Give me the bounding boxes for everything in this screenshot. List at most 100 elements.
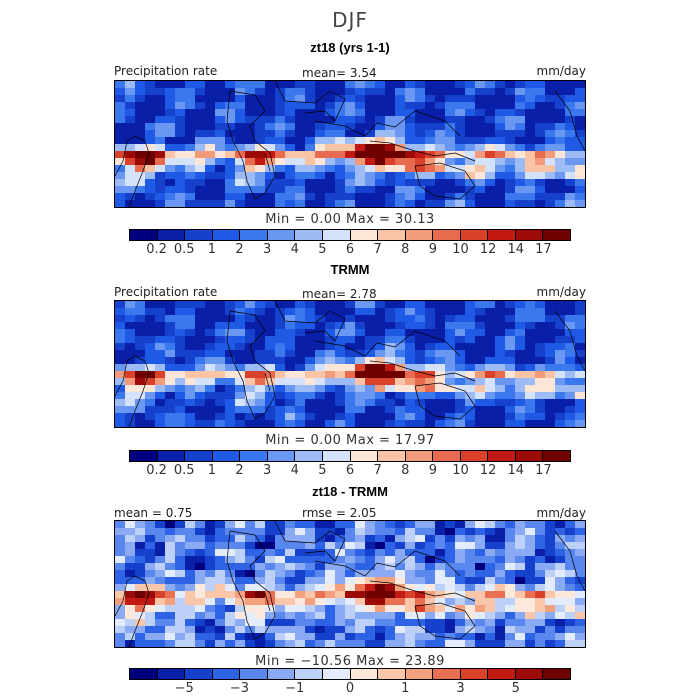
colorbar-tick-label: 6 [345,463,355,478]
panel-2-units-label: mm/day [536,285,587,299]
colorbar-swatch [212,669,241,679]
panel-2-mean-label: mean= 2.78 [302,287,377,301]
colorbar-swatch [130,230,158,240]
panel-2-field [115,301,585,427]
colorbar-swatch [267,451,296,461]
panel-2-colorbar [129,450,571,462]
colorbar-tick-label: 7 [373,242,382,257]
colorbar-swatch [378,669,406,679]
panel-3-units-label: mm/day [536,506,587,520]
colorbar-swatch [543,230,570,240]
panel-1-units-label: mm/day [536,64,587,78]
colorbar-tick-label: 14 [507,463,525,478]
colorbar-tick-label: 0 [345,681,355,696]
colorbar-swatch [212,451,241,461]
colorbar-tick-label: −1 [285,681,305,696]
panel-3-field [115,521,585,647]
colorbar-swatch [322,451,351,461]
colorbar-tick-label: 1 [401,681,410,696]
panel-1-minmax: Min = 0.00 Max = 30.13 [265,212,435,227]
colorbar-tick-label: 5 [318,242,327,257]
colorbar-tick-label: 2 [235,463,244,478]
panel-1-mean-label: mean= 3.54 [302,66,377,80]
colorbar-tick-label: 2 [235,242,244,257]
colorbar-swatch [543,669,570,679]
colorbar-swatch [267,230,296,240]
panel-3-mean-label: mean = 0.75 [114,506,193,520]
colorbar-tick-label: 17 [535,242,552,257]
panel-2-colorbar-ticks: 0.2 0.5 1 2 3 4 5 6 7 8 9 10 12 14 17 [129,463,571,479]
colorbar-swatch [240,230,268,240]
panel-1-colorbar-ticks: 0.2 0.5 1 2 3 4 5 6 7 8 9 10 12 14 17 [129,242,571,258]
colorbar-tick-label: 1 [207,463,217,478]
colorbar-swatch [267,669,296,679]
colorbar-swatch [488,451,516,461]
colorbar-swatch [405,669,434,679]
panel-3-colorbar-ticks: −5 −3 −1 0 1 3 5 [129,681,571,697]
panel-2-variable-label: Precipitation rate [114,285,218,299]
colorbar-tick-label: 4 [290,463,299,478]
colorbar-swatch [378,230,406,240]
colorbar-swatch [130,669,158,679]
panel-1-colorbar [129,229,571,241]
colorbar-tick-label: 4 [290,242,299,257]
panel-3-colorbar [129,668,571,680]
colorbar-swatch [515,230,544,240]
colorbar-swatch [433,451,461,461]
colorbar-tick-label: 10 [452,242,469,257]
colorbar-tick-label: −5 [174,681,194,696]
colorbar-swatch [433,230,461,240]
colorbar-tick-label: 3 [456,681,465,696]
colorbar-tick-label: 9 [428,463,438,478]
panel-1-variable-label: Precipitation rate [114,64,218,78]
colorbar-tick-label: 0.2 [146,463,167,478]
colorbar-swatch [185,669,213,679]
panel-3-map [114,520,586,648]
panel-3-title: zt18 - TRMM [312,484,388,499]
colorbar-swatch [157,451,186,461]
colorbar-tick-label: 9 [428,242,438,257]
colorbar-swatch [157,669,186,679]
colorbar-swatch [488,669,516,679]
colorbar-tick-label: 8 [401,463,410,478]
panel-2-map [114,300,586,428]
colorbar-swatch [295,669,323,679]
colorbar-swatch [157,230,186,240]
colorbar-tick-label: 12 [479,242,497,257]
colorbar-swatch [130,451,158,461]
colorbar-swatch [460,669,489,679]
colorbar-swatch [515,451,544,461]
panel-1-field [115,81,585,207]
panel-2-minmax: Min = 0.00 Max = 17.97 [265,433,435,448]
colorbar-tick-label: −3 [229,681,250,696]
colorbar-swatch [350,230,379,240]
panel-3-minmax: Min = −10.56 Max = 23.89 [255,654,445,669]
colorbar-tick-label: 3 [262,463,272,478]
colorbar-tick-label: 6 [345,242,355,257]
colorbar-swatch [405,230,434,240]
colorbar-swatch [212,230,241,240]
colorbar-tick-label: 5 [511,681,520,696]
colorbar-tick-label: 5 [318,463,327,478]
colorbar-swatch [460,451,489,461]
colorbar-swatch [295,230,323,240]
season-title: DJF [332,8,368,32]
colorbar-swatch [240,451,268,461]
colorbar-tick-label: 8 [401,242,410,257]
panel-1-title: zt18 (yrs 1-1) [310,40,390,55]
colorbar-swatch [433,669,461,679]
colorbar-tick-label: 12 [479,463,497,478]
colorbar-tick-label: 0.2 [146,242,167,257]
colorbar-swatch [295,451,323,461]
colorbar-tick-label: 10 [452,463,469,478]
colorbar-tick-label: 1 [207,242,217,257]
colorbar-swatch [322,230,351,240]
panel-3-rmse-label: rmse = 2.05 [302,506,377,520]
colorbar-swatch [240,669,268,679]
colorbar-tick-label: 0.5 [173,242,195,257]
colorbar-swatch [322,669,351,679]
colorbar-swatch [185,230,213,240]
colorbar-swatch [378,451,406,461]
colorbar-swatch [460,230,489,240]
colorbar-swatch [515,669,544,679]
